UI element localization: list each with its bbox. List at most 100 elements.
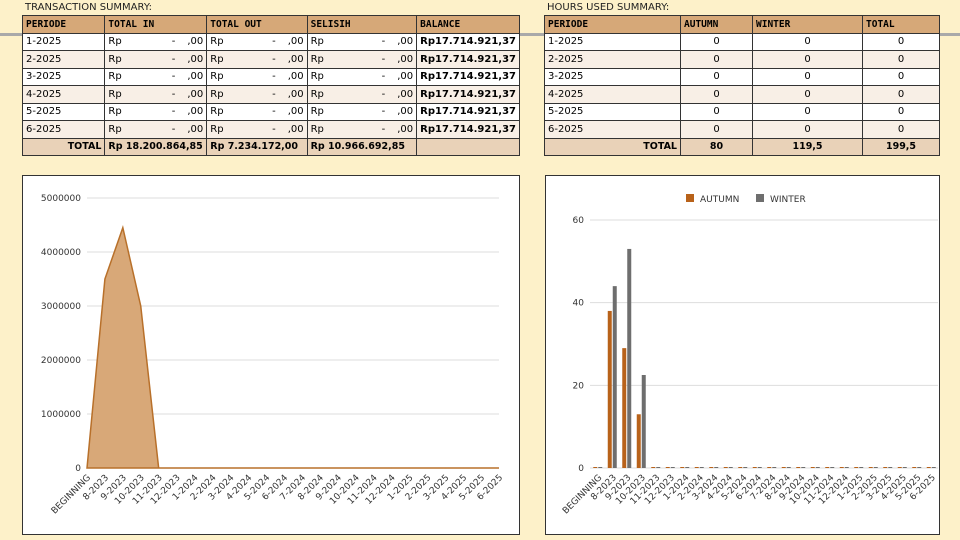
bar-autumn [781, 467, 786, 468]
cents-value: ,00 [287, 36, 304, 48]
bar-winter [728, 467, 733, 468]
bar-winter [598, 467, 603, 468]
out-cell: Rp - ,00 [206, 67, 308, 86]
periode-cell: 6-2025 [21, 120, 106, 139]
balance-cell: Rp17.714.921,37 [416, 120, 520, 139]
selisih-cell: Rp - ,00 [306, 102, 418, 121]
cents-value: ,00 [187, 88, 204, 100]
amount-value: - [381, 88, 386, 100]
cents-value: ,00 [187, 106, 204, 118]
in-cell: Rp - ,00 [104, 32, 208, 51]
hours-total-cell: 119,5 [752, 137, 863, 156]
hours-cell: 0 [752, 120, 863, 139]
out-cell: Rp - ,00 [206, 102, 308, 121]
hours-cell: 2-2025 [544, 50, 681, 69]
y-tick-label: 4000000 [41, 248, 81, 258]
hours-cell: 6-2025 [544, 120, 681, 139]
periode-cell: 4-2025 [21, 85, 106, 104]
currency-label: Rp [210, 53, 224, 65]
periode-cell: 2-2025 [21, 50, 106, 69]
cents-value: ,00 [397, 88, 414, 100]
bar-autumn [723, 467, 728, 468]
bar-autumn [767, 467, 772, 468]
hours-cell: 1-2025 [544, 32, 681, 51]
amount-value: - [272, 88, 276, 100]
currency-label: Rp [108, 106, 122, 118]
table-row: 5-2025 Rp - ,00 Rp - ,00 Rp - ,00 Rp17.714.921,37 [21, 102, 520, 121]
bar-winter [627, 248, 632, 468]
selisih-cell: Rp - ,00 [306, 85, 418, 104]
currency-label: Rp [108, 36, 122, 48]
hours-cell: 4-2025 [544, 85, 681, 104]
bar-winter [815, 467, 820, 468]
hours-cell: 5-2025 [544, 102, 681, 121]
y-tick-label: 5000000 [41, 194, 81, 204]
hours-cell: 0 [680, 102, 753, 121]
total-selisih: Rp 10.966.692,85 [306, 137, 418, 156]
amount-value: - [381, 123, 386, 135]
total-in: Rp 18.200.864,85 [104, 137, 208, 156]
bar-autumn [622, 348, 627, 468]
hours-cell: 0 [752, 85, 863, 104]
amount-value: - [171, 53, 176, 65]
amount-value: - [272, 123, 276, 135]
bar-autumn [897, 467, 902, 468]
bar-winter [757, 467, 762, 468]
bar-winter [844, 467, 849, 468]
currency-label: Rp [108, 88, 122, 100]
balance-cell: Rp17.714.921,37 [416, 85, 520, 104]
bar-winter [699, 467, 704, 468]
total-out: Rp 7.234.172,00 [206, 137, 308, 156]
cents-value: ,00 [187, 36, 204, 48]
table-row: 4-2025 0 0 0 [544, 85, 940, 104]
currency-label: Rp [108, 53, 122, 65]
bar-autumn [636, 414, 641, 468]
amount-value: - [381, 106, 386, 118]
bar-winter [641, 375, 646, 468]
amount-value: - [381, 53, 386, 65]
column-header: BALANCE [416, 15, 520, 34]
currency-label: Rp [210, 123, 224, 135]
cents-value: ,00 [187, 71, 204, 83]
amount-value: - [272, 71, 276, 83]
hours-cell: 0 [752, 32, 863, 51]
currency-label: Rp [210, 36, 224, 48]
amount-value: - [272, 36, 276, 48]
out-cell: Rp - ,00 [206, 85, 308, 104]
bar-autumn [854, 467, 859, 468]
table-row: 2-2025 Rp - ,00 Rp - ,00 Rp - ,00 Rp17.714.921,37 [21, 50, 520, 69]
hours-cell: 0 [680, 32, 753, 51]
bar-autumn [810, 467, 815, 468]
amount-value: - [381, 71, 386, 83]
amount-value: - [171, 88, 176, 100]
bar-winter [656, 467, 661, 468]
currency-label: Rp [210, 106, 224, 118]
cents-value: ,00 [397, 36, 414, 48]
bar-winter [612, 286, 617, 468]
currency-label: Rp [310, 36, 324, 48]
table-row: 5-2025 0 0 0 [544, 102, 940, 121]
hours-cell: 0 [862, 85, 940, 104]
bar-autumn [694, 467, 699, 468]
hours-bar-chart: 0 20 40 60 BEGINNING 8-2023 9-2023 10-2023 11-20… [545, 175, 940, 535]
amount-value: - [171, 36, 176, 48]
bar-winter [685, 467, 690, 468]
cents-value: ,00 [397, 53, 414, 65]
bar-autumn [738, 467, 743, 468]
hours-cell: 0 [862, 120, 940, 139]
y-tick-label: 3000000 [41, 302, 81, 312]
column-header: PERIODE [544, 15, 681, 34]
bar-winter [873, 467, 878, 468]
hours-total-cell: 80 [680, 137, 753, 156]
table-row: 6-2025 Rp - ,00 Rp - ,00 Rp - ,00 Rp17.714.921,37 [21, 120, 520, 139]
hours-cell: 3-2025 [544, 67, 681, 86]
hours-cell: 0 [752, 67, 863, 86]
legend-swatch [756, 194, 764, 202]
bar-winter [714, 467, 719, 468]
table-row: 2-2025 0 0 0 [544, 50, 940, 69]
column-header: TOTAL OUT [206, 15, 308, 34]
cents-value: ,00 [287, 123, 304, 135]
bar-autumn [912, 467, 917, 468]
legend-label: WINTER [770, 195, 806, 205]
bar-winter [931, 467, 936, 468]
